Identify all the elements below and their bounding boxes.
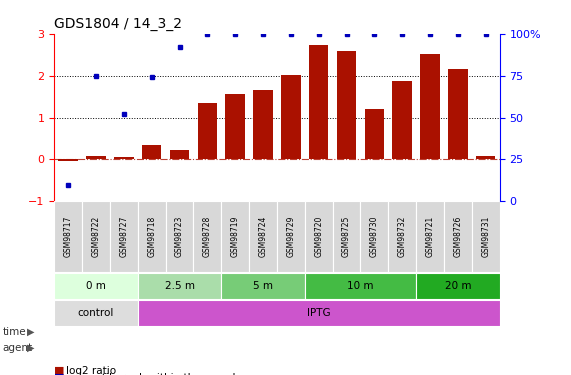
Text: IPTG: IPTG: [307, 308, 331, 318]
Bar: [86, 156, 106, 159]
Bar: [54, 201, 82, 272]
Text: GSM98717: GSM98717: [63, 216, 73, 257]
Text: 20 m: 20 m: [445, 280, 471, 291]
Bar: [198, 103, 217, 159]
Text: log2 ratio: log2 ratio: [66, 366, 116, 375]
Bar: [54, 273, 138, 298]
Bar: [388, 201, 416, 272]
Bar: [254, 90, 273, 159]
Text: GSM98722: GSM98722: [91, 216, 100, 257]
Text: ■: ■: [54, 366, 65, 375]
Bar: [277, 201, 305, 272]
Bar: [416, 273, 500, 298]
Bar: [392, 81, 412, 159]
Bar: [448, 69, 468, 159]
Bar: [54, 300, 138, 326]
Text: GSM98730: GSM98730: [370, 216, 379, 258]
Bar: [365, 109, 384, 159]
Bar: [476, 156, 496, 159]
Bar: [138, 300, 500, 326]
Text: GSM98732: GSM98732: [397, 216, 407, 257]
Text: GSM98725: GSM98725: [342, 216, 351, 257]
Bar: [138, 201, 166, 272]
Text: ▶: ▶: [27, 327, 35, 337]
Bar: [166, 201, 194, 272]
Text: GDS1804 / 14_3_2: GDS1804 / 14_3_2: [54, 17, 182, 32]
Text: GSM98729: GSM98729: [286, 216, 295, 257]
Bar: [444, 201, 472, 272]
Text: GSM98720: GSM98720: [314, 216, 323, 257]
Text: GSM98726: GSM98726: [453, 216, 463, 257]
Text: GSM98719: GSM98719: [231, 216, 240, 257]
Text: 5 m: 5 m: [253, 280, 273, 291]
Bar: [472, 201, 500, 272]
Bar: [170, 150, 189, 159]
Bar: [114, 157, 134, 159]
Bar: [221, 273, 305, 298]
Bar: [226, 94, 245, 159]
Text: GSM98724: GSM98724: [259, 216, 268, 257]
Bar: [249, 201, 277, 272]
Text: GSM98731: GSM98731: [481, 216, 490, 257]
Bar: [142, 145, 162, 159]
Text: GSM98721: GSM98721: [425, 216, 435, 257]
Text: GSM98718: GSM98718: [147, 216, 156, 257]
Bar: [360, 201, 388, 272]
Bar: [58, 159, 78, 162]
Bar: [309, 45, 328, 159]
Bar: [281, 75, 300, 159]
Text: ■: ■: [54, 373, 65, 375]
Text: GSM98728: GSM98728: [203, 216, 212, 257]
Text: GSM98727: GSM98727: [119, 216, 128, 257]
Text: 2.5 m: 2.5 m: [164, 280, 195, 291]
Text: 0 m: 0 m: [86, 280, 106, 291]
Bar: [416, 201, 444, 272]
Text: time: time: [3, 327, 26, 337]
Text: ▶: ▶: [27, 343, 35, 353]
Bar: [305, 201, 332, 272]
Text: percentile rank within the sample: percentile rank within the sample: [66, 373, 242, 375]
Text: GSM98723: GSM98723: [175, 216, 184, 257]
Text: 10 m: 10 m: [347, 280, 373, 291]
Bar: [82, 201, 110, 272]
Text: control: control: [78, 308, 114, 318]
Bar: [337, 51, 356, 159]
Bar: [110, 201, 138, 272]
Bar: [221, 201, 249, 272]
Bar: [138, 273, 221, 298]
Bar: [194, 201, 221, 272]
Bar: [420, 54, 440, 159]
Bar: [305, 273, 416, 298]
Bar: [332, 201, 360, 272]
Text: agent: agent: [3, 343, 33, 353]
